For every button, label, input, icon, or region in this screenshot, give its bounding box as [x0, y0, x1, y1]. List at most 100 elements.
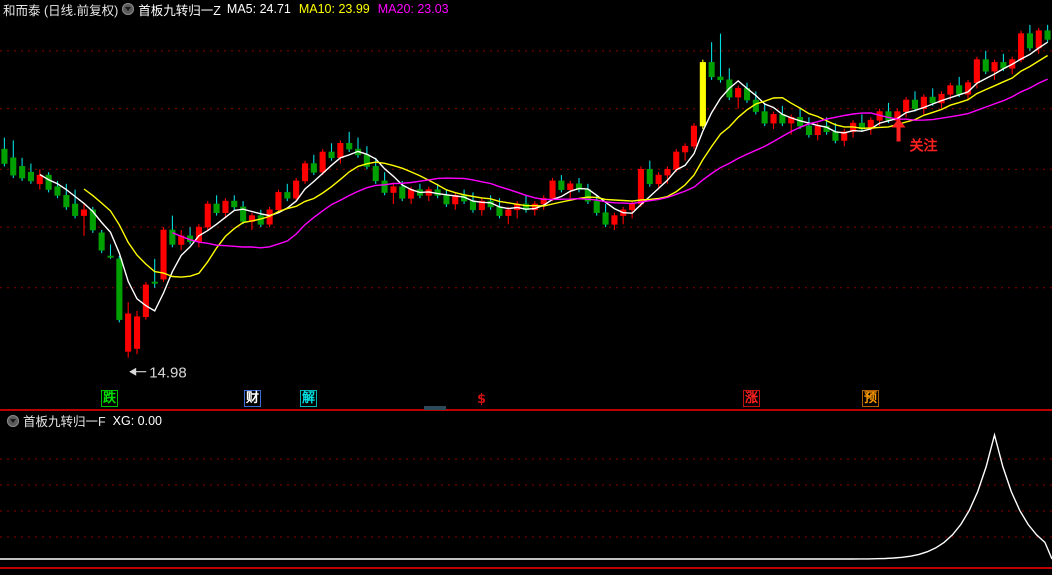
- ma10-line: [83, 54, 1048, 278]
- candle-body: [399, 186, 406, 199]
- candle-body: [1035, 30, 1042, 49]
- candle-body: [1017, 33, 1025, 60]
- candle-body: [947, 85, 954, 95]
- candle-body: [646, 169, 653, 185]
- candle-body: [337, 143, 344, 159]
- low-price-label: 14.98: [149, 365, 187, 382]
- candle-body: [142, 284, 149, 317]
- candle-body: [381, 180, 388, 193]
- sub-indicator-line: [0, 432, 1052, 560]
- indicator-name[interactable]: 首板九转归一Z: [138, 3, 221, 18]
- candle-body: [991, 62, 998, 72]
- candle-body: [690, 125, 698, 147]
- candle-body: [10, 157, 17, 176]
- divider-handle[interactable]: [424, 406, 446, 410]
- ma5-line: [39, 41, 1048, 312]
- candle-body: [284, 192, 291, 199]
- candle-body: [567, 183, 574, 190]
- candle-body: [938, 93, 945, 104]
- marker-zhang: 涨: [743, 390, 761, 407]
- chevron-down-icon[interactable]: [122, 3, 135, 15]
- candle-body: [98, 232, 105, 251]
- candle-body: [956, 85, 963, 95]
- watch-up-arrow-icon: [891, 118, 906, 142]
- candle-body: [708, 62, 715, 78]
- candle-body: [469, 200, 477, 211]
- candle-body: [390, 186, 397, 193]
- candle-body: [310, 163, 317, 173]
- sub-indicator-chart[interactable]: [0, 429, 1052, 567]
- candle-body: [478, 200, 485, 211]
- candle-body: [19, 166, 26, 179]
- candle-body: [301, 163, 309, 182]
- candle-body: [1026, 33, 1033, 49]
- candle-body: [213, 203, 220, 213]
- candle-body: [231, 200, 238, 208]
- candle-body: [885, 111, 892, 121]
- marker-jie: 解: [300, 390, 318, 407]
- candle-body: [540, 197, 547, 205]
- marker-yu: 预: [862, 390, 880, 407]
- main-chart-header: 和而泰 (日线.前复权) 首板九转归一Z MA5: 24.71 MA10: 23…: [0, 0, 1052, 18]
- candle-body: [637, 169, 645, 205]
- sub-indicator-svg: [0, 432, 1052, 560]
- candle-body: [80, 209, 87, 216]
- marker-cai: 财: [244, 390, 262, 407]
- sub-indicator-name[interactable]: 首板九转归一F: [23, 415, 106, 429]
- ma5-value: MA5: 24.71: [226, 2, 291, 16]
- candle-body: [735, 88, 742, 98]
- candle-body: [973, 59, 980, 83]
- candle-body: [832, 131, 839, 141]
- marker-die: 跌: [101, 390, 119, 407]
- candle-body: [558, 180, 565, 190]
- sub-indicator-header: 首板九转归一F XG: 0.00: [0, 412, 1052, 429]
- bottom-border: [0, 567, 1052, 569]
- candle-body: [673, 151, 680, 170]
- stock-title[interactable]: 和而泰 (日线.前复权): [3, 3, 119, 18]
- candle-body: [372, 166, 379, 182]
- candle-body: [328, 151, 335, 159]
- panel-divider[interactable]: [0, 409, 1052, 411]
- ma20-value: MA20: 23.03: [377, 2, 449, 16]
- candle-body: [903, 99, 910, 112]
- ma20-line: [172, 78, 1048, 249]
- candle-body: [929, 96, 936, 104]
- candle-body: [611, 215, 618, 225]
- candle-body: [761, 111, 768, 124]
- candle-body: [54, 186, 61, 196]
- candle-body: [593, 200, 600, 214]
- candle-body: [160, 229, 167, 280]
- candle-body: [664, 169, 671, 176]
- candle-body: [575, 183, 583, 190]
- watch-label: 关注: [910, 138, 938, 154]
- candle-body: [204, 203, 211, 228]
- candle-body: [116, 258, 123, 320]
- candle-body: [814, 125, 821, 135]
- sub-indicator-value: XG: 0.00: [112, 413, 162, 428]
- candle-body: [27, 171, 35, 182]
- candle-body: [911, 99, 919, 109]
- candle-body: [72, 203, 79, 216]
- candle-body: [717, 76, 724, 81]
- candle-body: [125, 313, 132, 352]
- low-arrow-head: [129, 367, 137, 376]
- candle-body: [496, 206, 503, 216]
- candle-body: [805, 125, 813, 135]
- candle-body: [1, 148, 8, 164]
- candle-body: [89, 209, 96, 231]
- candle-body: [505, 209, 512, 216]
- candle-body: [134, 316, 141, 349]
- ma10-value: MA10: 23.99: [298, 2, 370, 16]
- candle-body: [549, 180, 556, 199]
- candle-body: [293, 180, 300, 199]
- candle-body: [841, 131, 848, 141]
- candle-body: [682, 145, 689, 153]
- candle-body: [169, 229, 176, 245]
- candle-body: [107, 255, 114, 258]
- candle-body: [1044, 30, 1051, 40]
- chevron-down-icon[interactable]: [7, 414, 19, 427]
- candle-body: [699, 62, 706, 127]
